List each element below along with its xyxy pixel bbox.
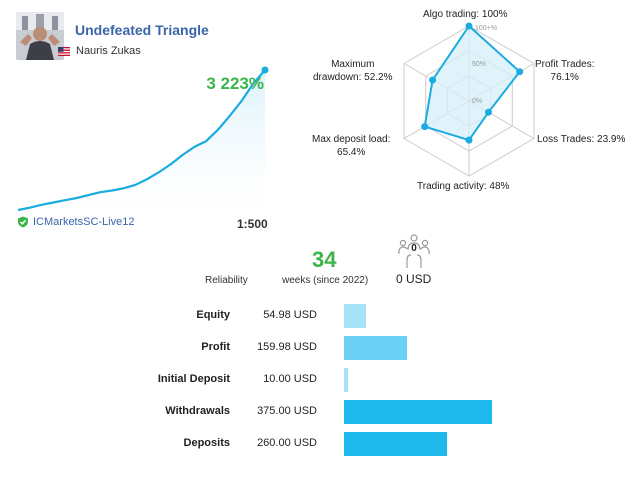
radar-point-0 <box>465 22 473 30</box>
broker-link[interactable]: ICMarketsSC-Live12 <box>17 216 134 228</box>
initial-deposit-bar <box>344 368 348 392</box>
growth-area <box>18 70 265 218</box>
profit-label: Profit <box>201 341 230 353</box>
withdrawals-label: Withdrawals <box>165 405 230 417</box>
radar-point-2 <box>485 108 492 116</box>
deposits-label: Deposits <box>183 437 230 449</box>
profit-value: 159.98 USD <box>257 341 317 353</box>
weeks-label: weeks (since 2022) <box>282 275 369 286</box>
growth-chart <box>17 66 269 218</box>
radar-label-max-drawdown: Maximum drawdown: 52.2% <box>313 59 393 83</box>
ring-label-100: 100+% <box>475 25 497 32</box>
growth-endpoint <box>261 66 269 74</box>
radar-label-loss-trades: Loss Trades: 23.9% <box>537 134 626 145</box>
radar-label-max-deposit-load: Max deposit load: 65.4% <box>312 134 391 158</box>
radar-point-5 <box>429 76 437 84</box>
profit-bar <box>344 336 408 360</box>
equity-label: Equity <box>196 309 230 321</box>
reliability-label: Reliability <box>205 275 248 286</box>
deposits-bar <box>344 432 447 456</box>
growth-percent: 3 223% <box>206 74 264 93</box>
initial-deposit-row: Initial Deposit 10.00 USD <box>0 368 640 392</box>
growth-line <box>17 69 266 212</box>
equity-value: 54.98 USD <box>263 309 317 321</box>
equity-row: Equity 54.98 USD <box>0 304 640 328</box>
signal-name-link[interactable]: Undefeated Triangle <box>75 22 209 38</box>
withdrawals-row: Withdrawals 375.00 USD <box>0 400 640 424</box>
radar-label-algo-trading: Algo trading: 100% <box>423 9 508 20</box>
author-avatar[interactable] <box>16 12 64 60</box>
subscribers-icon <box>398 234 430 268</box>
equity-bar <box>344 304 366 328</box>
radar-svg: 100+% 50% 0% <box>403 22 535 177</box>
deposits-value: 260.00 USD <box>257 437 317 449</box>
us-flag-icon <box>58 47 70 56</box>
verified-shield-icon <box>18 216 28 228</box>
ring-label-0: 0% <box>472 98 482 105</box>
broker-name: ICMarketsSC-Live12 <box>33 216 135 228</box>
initial-deposit-label: Initial Deposit <box>157 373 230 385</box>
radar-point-3 <box>465 136 473 144</box>
subscription-price: 0 USD <box>396 272 432 286</box>
radar-label-profit-trades: Profit Trades: 76.1% <box>535 59 595 83</box>
radar-point-4 <box>421 123 429 131</box>
withdrawals-value: 375.00 USD <box>257 405 317 417</box>
subscribers-count: 0 <box>411 243 417 254</box>
deposits-row: Deposits 260.00 USD <box>0 432 640 456</box>
author-name[interactable]: Nauris Zukas <box>76 45 141 57</box>
weeks-count: 34 <box>312 247 337 272</box>
radar-point-1 <box>516 68 524 76</box>
withdrawals-bar <box>344 400 492 424</box>
radar-points <box>421 22 524 144</box>
radar-label-trading-activity: Trading activity: 48% <box>417 181 510 192</box>
profit-row: Profit 159.98 USD <box>0 336 640 360</box>
ring-label-50: 50% <box>472 61 486 68</box>
radar-chart: 100+% 50% 0% Algo trading: 100% Profit T… <box>300 0 640 200</box>
initial-deposit-value: 10.00 USD <box>263 373 317 385</box>
leverage-value: 1:500 <box>237 217 268 231</box>
